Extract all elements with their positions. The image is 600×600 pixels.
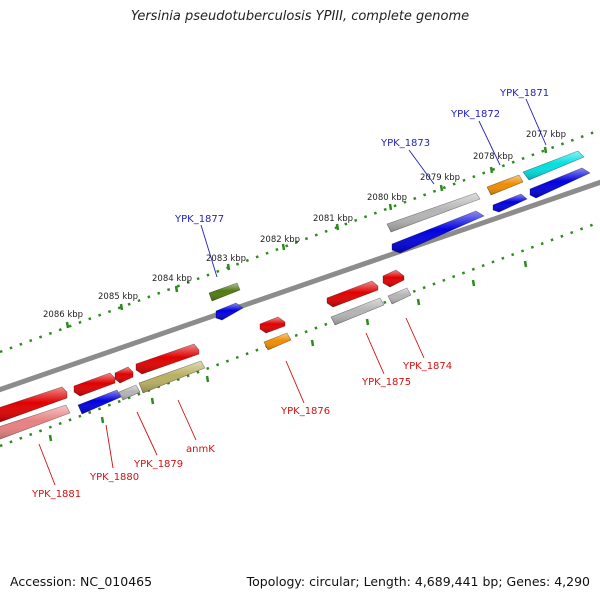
gene-red-block-1881[interactable] bbox=[0, 386, 68, 423]
scale-label: 2082 kbp bbox=[260, 235, 300, 245]
gene-blue-block-b[interactable] bbox=[492, 193, 528, 213]
tick-inner-c bbox=[150, 397, 155, 405]
gene-ypk-1874-block[interactable] bbox=[387, 287, 412, 305]
tick-2083 bbox=[226, 263, 231, 271]
gene-label-ypk-1877[interactable]: YPK_1877 bbox=[174, 214, 224, 225]
tick-inner-b bbox=[100, 416, 105, 424]
tick-2081 bbox=[335, 223, 340, 231]
gene-red-block-1880[interactable] bbox=[73, 372, 116, 397]
reverse-features bbox=[0, 269, 412, 441]
forward-features bbox=[208, 150, 591, 321]
leader-anmk bbox=[177, 399, 197, 441]
gene-ypk-1881-block[interactable] bbox=[0, 404, 71, 441]
gene-label-ypk-1873[interactable]: YPK_1873 bbox=[380, 138, 430, 149]
leader-ypk-1876 bbox=[285, 360, 305, 404]
leader-ypk-1873 bbox=[408, 149, 435, 185]
inner-scale-dots bbox=[0, 220, 600, 448]
tick-2079 bbox=[439, 184, 444, 192]
tick-inner-f bbox=[365, 318, 370, 326]
gene-anmk-block[interactable] bbox=[138, 360, 206, 394]
tick-inner-e bbox=[310, 339, 315, 347]
scale-label: 2078 kbp bbox=[473, 152, 513, 162]
accession-text: Accession: NC_010465 bbox=[10, 574, 153, 589]
gene-red-block-1874[interactable] bbox=[382, 269, 405, 288]
tick-2085 bbox=[119, 303, 124, 311]
gene-ypk-1877-block[interactable] bbox=[208, 282, 241, 302]
gene-ypk-1873-block[interactable] bbox=[386, 192, 481, 233]
gene-blue-block-a[interactable] bbox=[529, 167, 591, 199]
tick-2086 bbox=[65, 321, 70, 329]
leader-lines bbox=[38, 98, 547, 486]
gene-label-ypk-1875[interactable]: YPK_1875 bbox=[361, 377, 411, 388]
gene-ypk-1879-block[interactable] bbox=[118, 384, 141, 401]
gene-label-ypk-1879[interactable]: YPK_1879 bbox=[133, 459, 183, 470]
scale-label: 2084 kbp bbox=[152, 274, 192, 284]
backbone-line bbox=[0, 179, 600, 393]
tick-2077 bbox=[543, 146, 548, 154]
gene-ypk-1880-block[interactable] bbox=[77, 389, 122, 415]
gene-label-ypk-1880[interactable]: YPK_1880 bbox=[89, 472, 139, 483]
gene-label-ypk-1874[interactable]: YPK_1874 bbox=[402, 361, 452, 372]
leader-ypk-1872 bbox=[478, 120, 501, 166]
leader-ypk-1874 bbox=[405, 317, 425, 359]
scale-label: 2086 kbp bbox=[43, 310, 83, 320]
scale-label: 2085 kbp bbox=[98, 292, 138, 302]
outer-scale-dots bbox=[0, 128, 600, 354]
gene-label-ypk-1881[interactable]: YPK_1881 bbox=[31, 489, 81, 500]
scale-label: 2079 kbp bbox=[420, 173, 460, 183]
scale-label: 2077 kbp bbox=[526, 130, 566, 140]
leader-ypk-1871 bbox=[525, 98, 547, 146]
gene-label-ypk-1871[interactable]: YPK_1871 bbox=[499, 88, 549, 99]
gene-ypk-1876-block[interactable] bbox=[263, 332, 292, 351]
gene-red-block-1875[interactable] bbox=[326, 280, 379, 308]
tick-inner-g bbox=[416, 298, 421, 306]
leader-ypk-1879 bbox=[136, 411, 158, 456]
scale-label: 2080 kbp bbox=[367, 193, 407, 203]
tick-inner-d bbox=[205, 375, 210, 383]
genome-summary-text: Topology: circular; Length: 4,689,441 bp… bbox=[246, 574, 590, 589]
tick-2080 bbox=[388, 203, 393, 211]
leader-ypk-1880 bbox=[105, 424, 114, 469]
scale-label: 2081 kbp bbox=[313, 214, 353, 224]
leader-ypk-1881 bbox=[38, 443, 56, 486]
gene-ypk-1871-block[interactable] bbox=[522, 150, 585, 181]
tick-inner-i bbox=[523, 260, 528, 268]
gene-red-block-1879[interactable] bbox=[114, 366, 134, 384]
gene-ypk-1875-block[interactable] bbox=[330, 297, 385, 326]
map-title: Yersinia pseudotuberculosis YPIII, compl… bbox=[130, 9, 470, 24]
gene-ypk-1872-block[interactable] bbox=[486, 174, 524, 196]
tick-2084 bbox=[174, 285, 179, 293]
tick-2078 bbox=[489, 166, 494, 174]
leader-ypk-1875 bbox=[365, 332, 385, 375]
gene-red-block-anmk[interactable] bbox=[135, 343, 200, 375]
leader-ypk-1877 bbox=[200, 224, 218, 278]
gene-blue-block-d[interactable] bbox=[215, 302, 244, 321]
scale-label: 2083 kbp bbox=[206, 254, 246, 264]
gene-label-anmk[interactable]: anmK bbox=[186, 444, 215, 455]
gene-red-block-1876[interactable] bbox=[259, 316, 286, 334]
gene-label-ypk-1872[interactable]: YPK_1872 bbox=[450, 109, 500, 120]
gene-blue-block-c[interactable] bbox=[391, 210, 485, 254]
tick-2082 bbox=[281, 243, 286, 251]
gene-label-ypk-1876[interactable]: YPK_1876 bbox=[280, 406, 330, 417]
tick-inner-h bbox=[471, 279, 476, 287]
scale-ticks bbox=[48, 146, 548, 442]
tick-inner-a bbox=[48, 434, 53, 442]
